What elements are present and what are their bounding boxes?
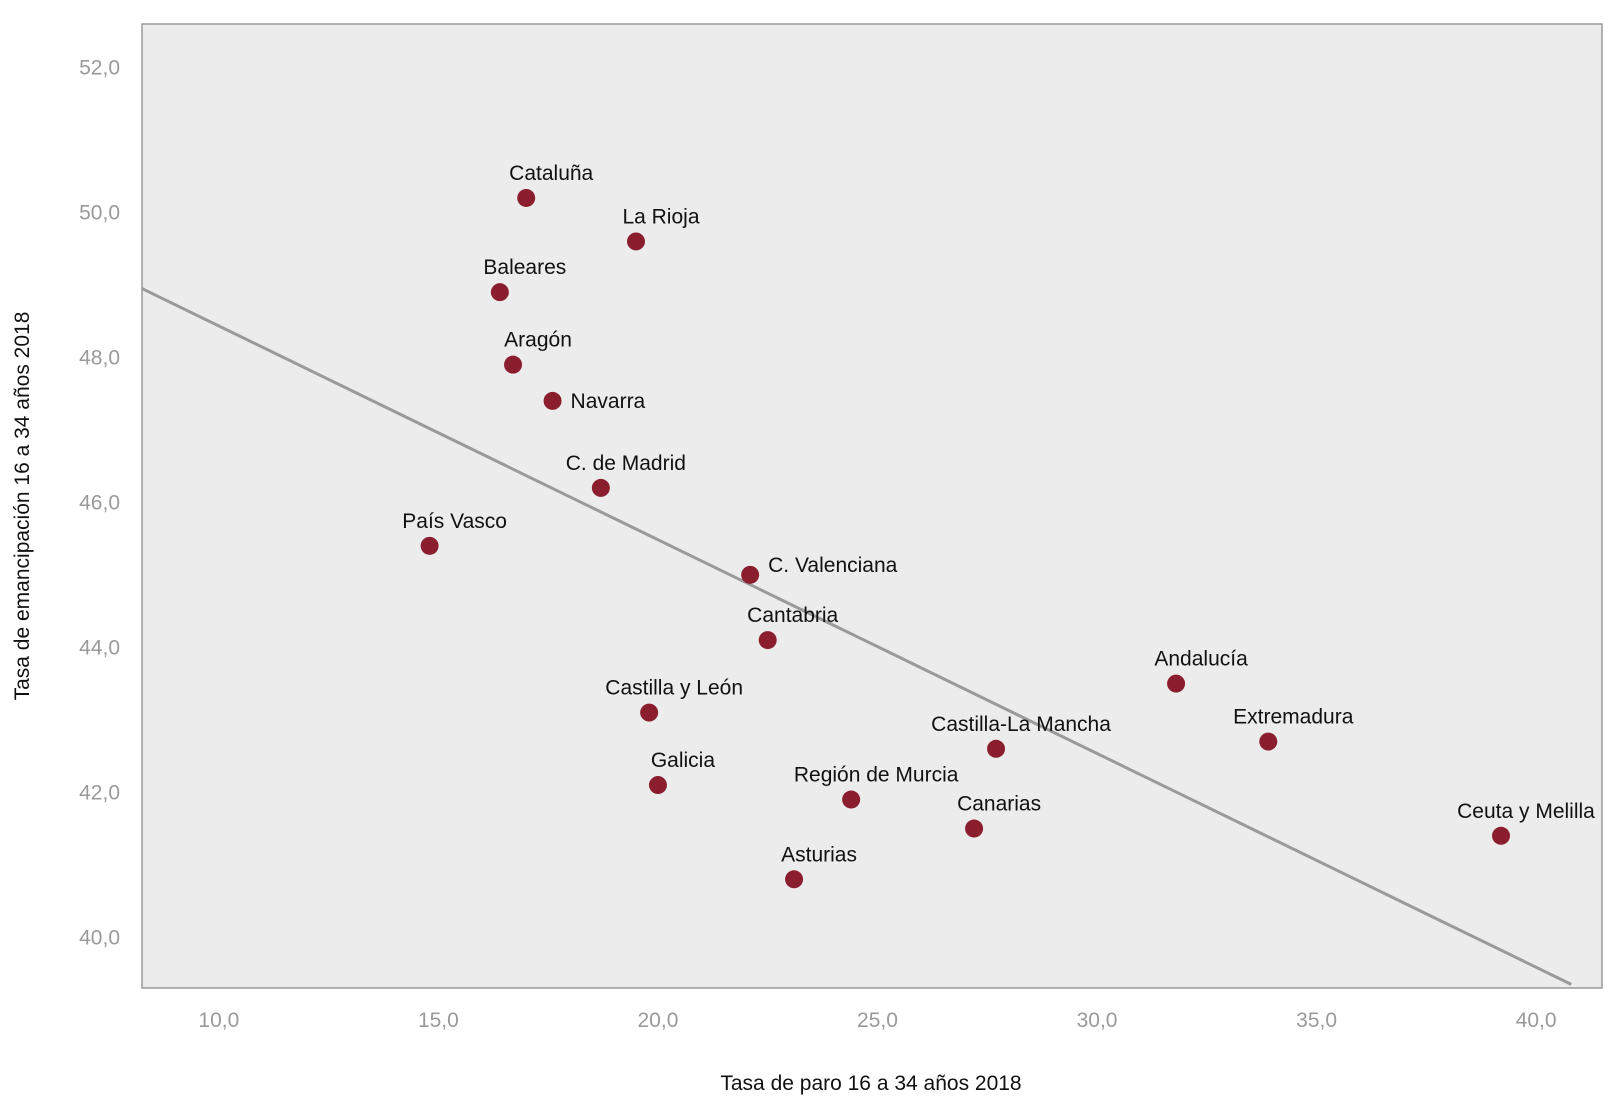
point-label: Cantabria xyxy=(747,604,838,627)
data-point xyxy=(842,790,861,809)
point-label: Baleares xyxy=(483,256,566,279)
data-point xyxy=(648,776,667,795)
data-point xyxy=(504,355,523,374)
point-label: Ceuta y Melilla xyxy=(1457,800,1595,823)
point-label: Región de Murcia xyxy=(794,764,959,787)
point-labels: Cataluña La Rioja Baleares Aragón Navarra C. … xyxy=(402,162,1595,866)
point-label: Canarias xyxy=(957,793,1041,816)
data-point xyxy=(1259,732,1278,751)
x-axis-ticks: 10,0 15,0 20,0 25,0 30,0 35,0 40,0 xyxy=(198,1009,1556,1032)
y-axis-ticks: 40,0 42,0 44,0 46,0 48,0 50,0 52,0 xyxy=(79,56,120,949)
data-point xyxy=(626,232,645,251)
y-tick-label: 52,0 xyxy=(79,56,120,79)
data-points xyxy=(420,188,1511,889)
x-tick-label: 20,0 xyxy=(638,1009,679,1032)
trend-line xyxy=(141,287,1572,986)
data-point xyxy=(517,188,536,207)
point-label: Castilla-La Mancha xyxy=(931,713,1111,736)
y-tick-label: 44,0 xyxy=(79,636,120,659)
point-label: Aragón xyxy=(504,329,572,352)
data-point xyxy=(640,703,659,722)
point-label: C. Valenciana xyxy=(768,554,898,577)
point-label: Cataluña xyxy=(509,162,593,185)
data-point xyxy=(591,478,610,497)
x-axis-title: Tasa de paro 16 a 34 años 2018 xyxy=(720,1072,1021,1095)
y-tick-label: 46,0 xyxy=(79,491,120,514)
data-point xyxy=(785,870,804,889)
x-tick-label: 15,0 xyxy=(418,1009,459,1032)
x-tick-label: 30,0 xyxy=(1077,1009,1118,1032)
y-tick-label: 40,0 xyxy=(79,926,120,949)
data-point xyxy=(420,536,439,555)
point-label: Navarra xyxy=(571,390,646,413)
plot-area xyxy=(141,23,1603,989)
point-label: Galicia xyxy=(651,749,716,772)
data-point xyxy=(758,631,777,650)
point-label: La Rioja xyxy=(622,205,699,228)
y-axis-title: Tasa de emancipación 16 a 34 años 2018 xyxy=(11,312,34,701)
point-label: C. de Madrid xyxy=(566,452,686,475)
data-point xyxy=(965,819,984,838)
point-label: Andalucía xyxy=(1154,648,1248,671)
point-label: Castilla y León xyxy=(605,677,743,700)
x-tick-label: 40,0 xyxy=(1516,1009,1557,1032)
x-tick-label: 35,0 xyxy=(1296,1009,1337,1032)
y-tick-label: 48,0 xyxy=(79,346,120,369)
point-label: Asturias xyxy=(781,843,857,866)
data-point xyxy=(741,565,760,584)
data-point xyxy=(1492,826,1511,845)
x-tick-label: 10,0 xyxy=(198,1009,239,1032)
data-point xyxy=(543,391,562,410)
point-label: País Vasco xyxy=(402,510,507,533)
x-tick-label: 25,0 xyxy=(857,1009,898,1032)
y-tick-label: 42,0 xyxy=(79,781,120,804)
y-tick-label: 50,0 xyxy=(79,201,120,224)
data-point xyxy=(1167,674,1186,693)
data-point xyxy=(490,283,509,302)
point-label: Extremadura xyxy=(1233,706,1354,729)
data-point xyxy=(987,739,1006,758)
